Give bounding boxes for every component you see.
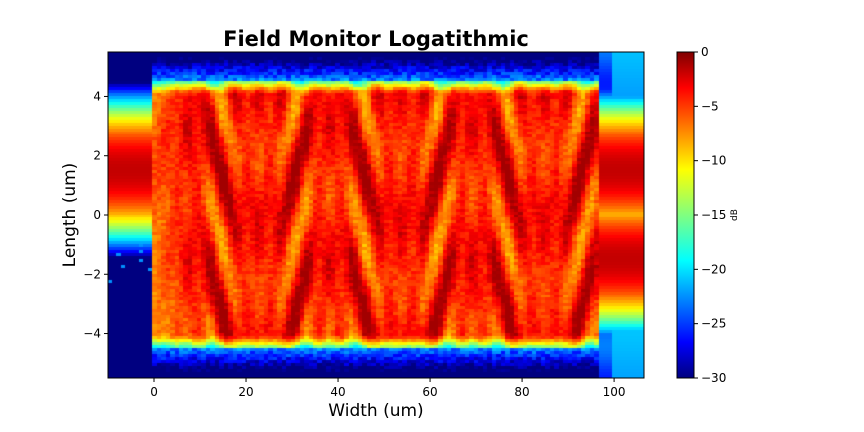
x-tick-label: 80 bbox=[514, 385, 529, 399]
y-tick-label: −2 bbox=[83, 267, 101, 281]
colorbar: 0 −5 −10 −15 −20 −25 −30 dB bbox=[676, 45, 740, 385]
x-tick-label: 100 bbox=[603, 385, 626, 399]
x-tick-label: 0 bbox=[150, 385, 158, 399]
x-axis-label: Width (um) bbox=[328, 401, 423, 421]
colorbar-tick-label: −10 bbox=[701, 154, 726, 168]
colorbar-tick-label: −15 bbox=[701, 208, 726, 222]
chart-title: Field Monitor Logatithmic bbox=[223, 27, 529, 51]
y-tick-label: 2 bbox=[93, 149, 101, 163]
colorbar-gradient bbox=[677, 52, 694, 378]
y-axis: −4 −2 0 2 4 bbox=[83, 89, 108, 341]
y-axis-label: Length (um) bbox=[60, 163, 80, 268]
colorbar-tick-label: −5 bbox=[701, 99, 719, 113]
y-tick-label: −4 bbox=[83, 327, 101, 341]
colorbar-ticks: 0 −5 −10 −15 −20 −25 −30 bbox=[694, 45, 726, 385]
colorbar-tick-label: −20 bbox=[701, 262, 726, 276]
x-axis: 0 20 40 60 80 100 bbox=[150, 378, 626, 399]
colorbar-tick-label: −25 bbox=[701, 317, 726, 331]
colorbar-tick-label: −30 bbox=[701, 371, 726, 385]
y-tick-label: 0 bbox=[93, 208, 101, 222]
x-tick-label: 60 bbox=[422, 385, 437, 399]
colorbar-tick-label: 0 bbox=[701, 45, 709, 59]
x-tick-label: 40 bbox=[330, 385, 345, 399]
x-tick-label: 20 bbox=[238, 385, 253, 399]
plot-area bbox=[107, 51, 645, 379]
heatmap-canvas bbox=[108, 52, 644, 378]
colorbar-label: dB bbox=[730, 209, 740, 221]
y-tick-label: 4 bbox=[93, 89, 101, 103]
